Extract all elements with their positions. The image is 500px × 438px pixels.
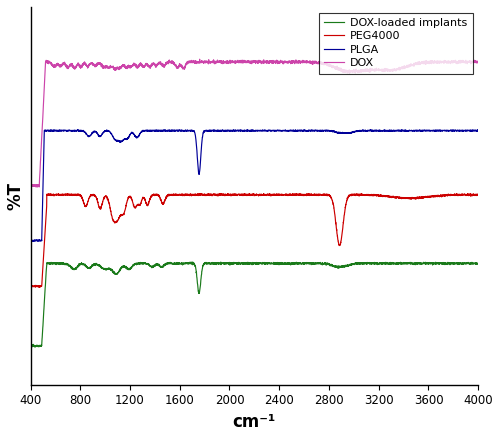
PLGA [475,127,481,132]
DOX-loaded implants [28,343,34,349]
PEG4000 [81,200,87,205]
Legend: DOX-loaded implants, PEG4000, PLGA, DOX: DOX-loaded implants, PEG4000, PLGA, DOX [319,13,472,74]
PEG4000 [28,283,34,288]
DOX [28,183,34,188]
PLGA [30,239,36,244]
DOX [82,61,87,66]
DOX-loaded implants [475,261,481,266]
DOX-loaded implants [374,261,380,266]
DOX [33,184,39,190]
Line: DOX-loaded implants: DOX-loaded implants [30,262,478,347]
DOX [196,57,202,62]
DOX-loaded implants [32,344,38,350]
PEG4000 [374,193,380,198]
Line: DOX: DOX [30,59,478,187]
Line: PLGA: PLGA [30,130,478,241]
DOX-loaded implants [167,261,173,266]
PEG4000 [167,193,173,198]
PEG4000 [337,243,343,248]
PLGA [337,130,343,135]
PLGA [56,128,62,134]
DOX-loaded implants [56,261,62,266]
DOX [167,60,173,65]
PLGA [167,128,173,133]
PLGA [82,129,87,134]
PLGA [81,128,87,134]
PEG4000 [82,202,87,208]
DOX [81,61,87,67]
PEG4000 [32,285,38,290]
PEG4000 [260,191,266,196]
DOX-loaded implants [337,264,343,269]
PLGA [374,128,380,133]
DOX-loaded implants [82,262,87,268]
PEG4000 [56,193,62,198]
PLGA [28,238,34,243]
DOX [337,67,343,72]
Line: PEG4000: PEG4000 [30,194,478,287]
DOX [475,60,481,65]
DOX-loaded implants [81,262,87,268]
DOX [374,67,380,73]
Y-axis label: %T: %T [7,182,25,210]
DOX [56,62,62,67]
X-axis label: cm⁻¹: cm⁻¹ [232,413,276,431]
DOX-loaded implants [189,259,195,265]
PLGA [475,128,481,134]
PEG4000 [475,192,481,198]
